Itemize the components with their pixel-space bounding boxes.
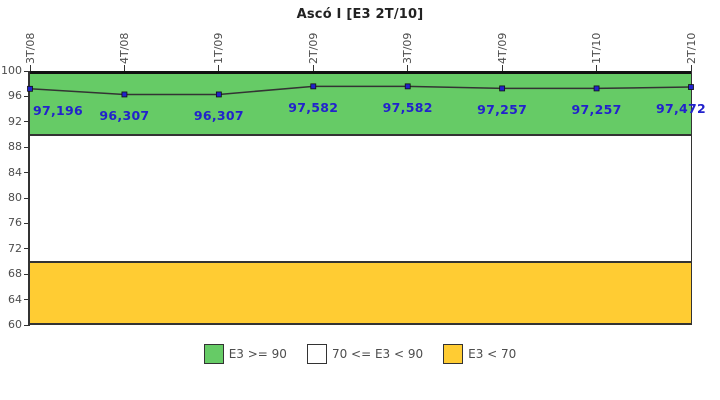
threshold-band-1	[30, 134, 691, 262]
series-line	[29, 85, 692, 96]
legend-swatch	[443, 344, 464, 364]
y-tick	[24, 324, 30, 326]
data-point-marker	[593, 85, 600, 92]
data-point-marker	[121, 91, 128, 98]
y-tick	[24, 248, 30, 250]
legend-swatch	[203, 344, 224, 364]
x-axis-label: 2T/09	[306, 32, 320, 64]
x-axis-label: 2T/10	[684, 32, 698, 64]
data-point-marker	[215, 91, 222, 98]
y-tick	[24, 273, 30, 275]
x-tick	[596, 65, 598, 71]
x-tick	[123, 65, 125, 71]
threshold-band-0	[30, 71, 691, 135]
data-series-layer	[27, 83, 694, 98]
data-point-label: 96,307	[193, 108, 244, 124]
x-tick	[218, 65, 220, 71]
legend-swatch	[306, 344, 327, 364]
threshold-line-70	[30, 260, 691, 263]
x-axis-label: 3T/08	[23, 32, 37, 64]
y-tick	[24, 197, 30, 199]
y-axis-label: 88	[8, 140, 22, 154]
data-point-label: 97,257	[477, 102, 528, 118]
y-axis-label: 80	[8, 191, 22, 204]
data-point-marker	[499, 85, 506, 92]
x-axis-label: 4T/09	[495, 32, 509, 64]
y-axis-label: 100	[1, 64, 22, 77]
data-point-marker	[310, 83, 317, 90]
legend-label: E3 < 70	[468, 347, 517, 361]
x-axis-label: 1T/09	[212, 32, 226, 64]
legend-item-2: E3 < 70	[443, 344, 516, 364]
x-tick	[501, 65, 503, 71]
legend-item-0: E3 >= 90	[203, 344, 287, 364]
y-axis-label: 96	[8, 89, 22, 103]
x-axis-label: 3T/09	[401, 32, 415, 64]
data-point-label: 97,196	[32, 102, 84, 118]
threshold-band-2	[30, 261, 691, 325]
chart-title: Ascó I [E3 2T/10]	[296, 7, 424, 22]
data-point-marker	[27, 85, 33, 92]
data-point-label: 97,582	[288, 100, 339, 116]
data-point-label: 97,257	[571, 102, 622, 118]
data-point-label: 97,582	[382, 100, 433, 116]
y-tick	[24, 222, 30, 224]
plot-right-border	[691, 71, 692, 325]
y-axis-label: 72	[8, 241, 22, 255]
y-axis-label: 68	[8, 267, 22, 281]
y-axis-label: 60	[8, 318, 22, 331]
y-tick	[24, 70, 30, 72]
legend: E3 >= 90 70 <= E3 < 90 E3 < 70	[0, 344, 720, 364]
y-tick	[24, 172, 30, 174]
x-tick	[690, 65, 692, 71]
y-tick	[24, 146, 30, 148]
data-point-label: 97,472	[655, 101, 707, 117]
x-tick	[29, 65, 31, 71]
threshold-line-90	[30, 133, 691, 136]
y-axis-label: 64	[8, 292, 22, 306]
x-axis-label: 1T/10	[590, 32, 604, 64]
y-axis-label: 92	[8, 114, 22, 128]
legend-item-1: 70 <= E3 < 90	[306, 344, 424, 364]
data-point-label: 96,307	[99, 108, 150, 124]
plot-bottom-border	[30, 323, 691, 325]
legend-label: E3 >= 90	[228, 347, 287, 361]
data-point-marker	[688, 84, 694, 90]
x-tick	[312, 65, 314, 71]
data-point-marker	[404, 83, 411, 90]
y-axis-label: 84	[8, 165, 22, 179]
y-axis-label: 76	[8, 216, 22, 230]
x-axis-label: 4T/08	[117, 32, 131, 64]
plot-top-border	[30, 71, 691, 74]
y-tick	[24, 299, 30, 301]
y-tick	[24, 95, 30, 97]
y-tick	[24, 121, 30, 123]
plot-area: 97,196 96,307 96,307 97,582 97,582 97,257 97,2…	[27, 71, 706, 325]
x-tick	[407, 65, 409, 71]
legend-label: 70 <= E3 < 90	[331, 347, 424, 361]
